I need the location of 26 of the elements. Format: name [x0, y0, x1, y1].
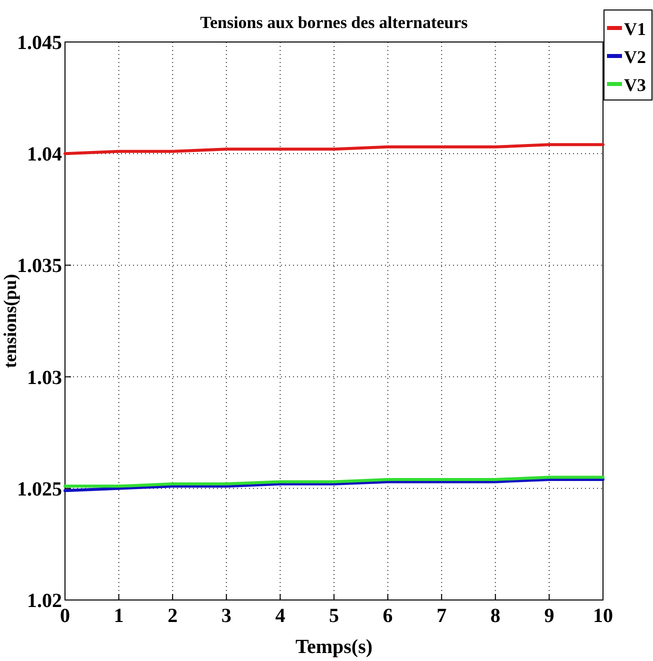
line-series — [64, 476, 604, 488]
x-tick-label: 7 — [436, 605, 447, 627]
x-tick-label: 4 — [275, 605, 286, 627]
y-tick-label: 1.03 — [27, 366, 62, 389]
y-tick-label: 1.04 — [27, 144, 62, 166]
x-tick-label: 5 — [329, 605, 339, 627]
chart-title: Tensions aux bornes des alternateurs — [200, 13, 468, 32]
x-axis-title: Temps(s) — [295, 636, 373, 658]
legend-label: V1 — [624, 19, 646, 39]
legend-label: V2 — [624, 47, 646, 67]
x-tick-label: 10 — [593, 605, 613, 627]
x-tick-label: 0 — [60, 605, 70, 627]
y-tick-label: 1.035 — [17, 255, 62, 278]
x-tick-label: 1 — [114, 605, 124, 627]
x-tick-label: 6 — [382, 605, 393, 627]
x-tick-label: 3 — [221, 605, 232, 627]
y-tick-label: 1.02 — [27, 590, 62, 612]
y-tick-label: 1.045 — [17, 32, 62, 54]
x-tick-label: 9 — [544, 605, 554, 627]
x-tick-label: 2 — [168, 605, 178, 627]
x-tick-label: 8 — [490, 605, 500, 627]
legend-label: V3 — [624, 75, 646, 95]
y-axis-title: tensions(pu) — [0, 274, 20, 368]
y-tick-label: 1.025 — [17, 478, 62, 500]
line-series — [64, 478, 604, 492]
line-series — [64, 143, 604, 156]
